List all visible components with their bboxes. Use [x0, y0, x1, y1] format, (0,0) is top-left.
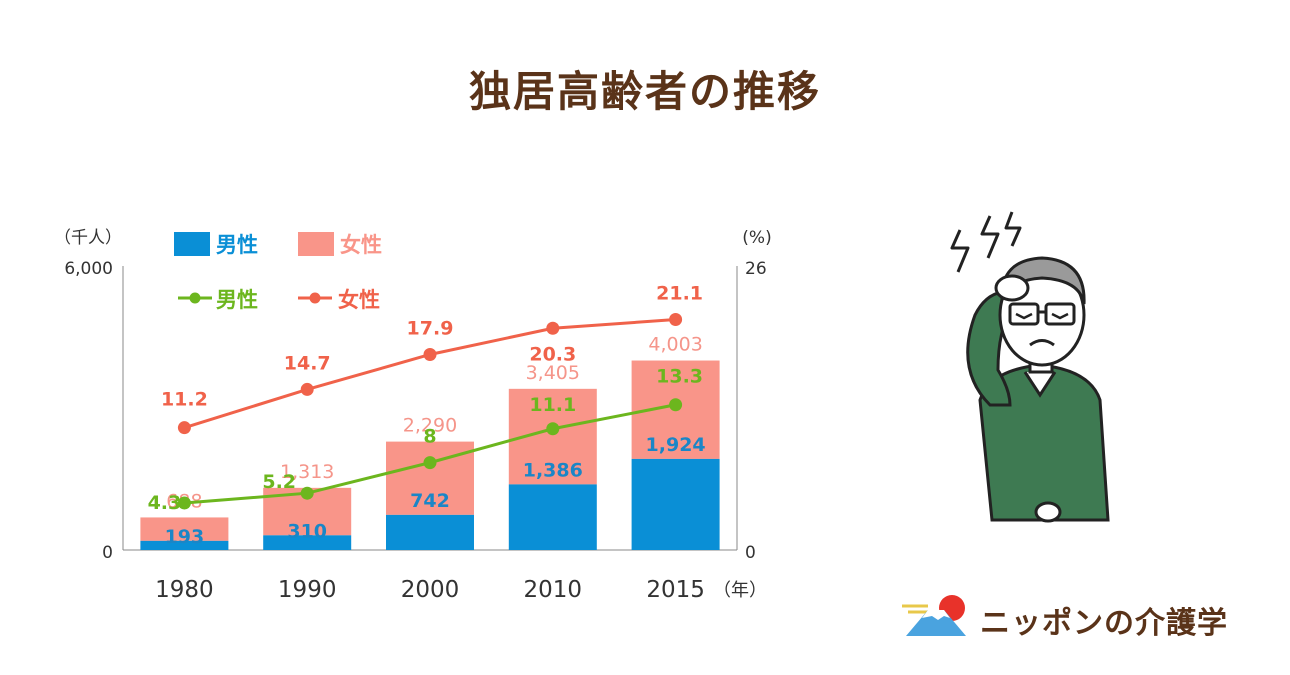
line-value-label: 4.3	[148, 492, 182, 514]
bar-total-label: 1,313	[280, 461, 334, 483]
line-value-label: 20.3	[529, 343, 576, 365]
line-value-label: 14.7	[284, 352, 331, 374]
x-tick-label: 2015	[646, 577, 705, 603]
bar-male-label: 742	[410, 490, 450, 512]
bar-male-label: 193	[165, 526, 205, 548]
right-tick-label: 0	[745, 543, 756, 563]
bar-female	[140, 517, 229, 541]
line-value-label: 17.9	[407, 317, 454, 339]
x-axis-unit: （年）	[713, 580, 767, 601]
x-tick-label: 2010	[524, 577, 583, 603]
bar-male	[140, 540, 229, 550]
left-tick-label: 0	[102, 543, 113, 563]
line-point	[546, 321, 560, 335]
troubled-elderly-man-icon	[950, 211, 1110, 523]
bar-male-label: 1,924	[646, 434, 706, 456]
line-point	[177, 496, 191, 510]
line-point	[669, 398, 683, 412]
legend-marker-female	[309, 292, 321, 304]
bar-total-label: 4,003	[648, 334, 702, 356]
brand-name: ニッポンの介護学	[980, 606, 1228, 641]
brand-logo: ニッポンの介護学	[900, 590, 1260, 641]
legend-label-bar-female: 女性	[340, 233, 382, 257]
bar-male-label: 1,386	[523, 459, 583, 481]
line-point	[300, 382, 314, 396]
line-value-label: 11.1	[529, 394, 576, 416]
stress-mark-icon	[950, 211, 1022, 273]
line-point	[546, 422, 560, 436]
legend-marker-male	[189, 292, 201, 304]
legend-label-bar-male: 男性	[216, 233, 258, 257]
bar-total-label: 2,290	[403, 415, 457, 437]
x-tick-label: 1980	[155, 577, 214, 603]
line-point	[423, 347, 437, 361]
line-point	[177, 421, 191, 435]
bar-male	[263, 535, 352, 550]
right-axis-unit: (%)	[742, 228, 771, 248]
line-value-label: 8	[423, 426, 436, 448]
line-point	[423, 456, 437, 470]
page-title: 独居高齢者の推移	[468, 67, 821, 116]
line-point	[300, 486, 314, 500]
line-value-label: 21.1	[656, 283, 703, 305]
bar-male-label: 310	[287, 520, 327, 542]
legend-swatch-bar-male	[174, 232, 210, 256]
legend-swatch-bar-female	[298, 232, 334, 256]
mount-fuji-sun-icon	[902, 595, 966, 636]
bar-male	[508, 484, 597, 550]
bar-male	[386, 514, 474, 550]
line-value-label: 11.2	[161, 389, 208, 411]
bar-male	[631, 458, 720, 550]
line-value-label: 13.3	[656, 366, 703, 388]
legend-label-line-male: 男性	[216, 288, 258, 312]
x-tick-label: 1990	[278, 577, 337, 603]
line-point	[669, 313, 683, 327]
x-tick-label: 2000	[401, 577, 460, 603]
line-value-label: 5.2	[262, 471, 296, 493]
chart: （千人）(%)6,000026019801990200020102015（年）6…	[54, 228, 772, 603]
left-tick-label: 6,000	[64, 259, 113, 279]
left-axis-unit: （千人）	[54, 228, 122, 248]
right-tick-label: 26	[745, 259, 767, 279]
bar-total-label: 3,405	[526, 362, 580, 384]
legend-label-line-female: 女性	[338, 288, 380, 312]
